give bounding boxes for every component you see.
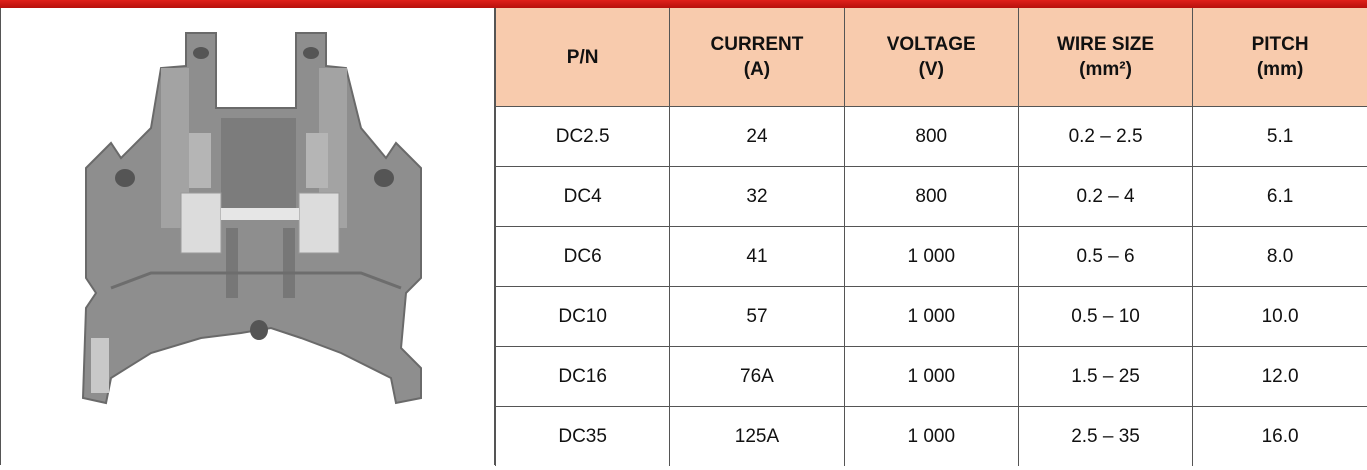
table-cell: DC16 bbox=[496, 347, 670, 407]
table-cell: DC35 bbox=[496, 407, 670, 467]
table-cell: 32 bbox=[670, 167, 844, 227]
header-line: (A) bbox=[670, 57, 843, 82]
table-cell: 1 000 bbox=[844, 287, 1018, 347]
header-line: CURRENT bbox=[670, 32, 843, 57]
table-cell: 76A bbox=[670, 347, 844, 407]
image-cell bbox=[0, 8, 495, 465]
table-cell: 800 bbox=[844, 167, 1018, 227]
table-cell: 10.0 bbox=[1193, 287, 1367, 347]
header-line: PITCH bbox=[1193, 32, 1367, 57]
header-cell: WIRE SIZE(mm²) bbox=[1018, 8, 1192, 107]
table-cell: 2.5 – 35 bbox=[1018, 407, 1192, 467]
table-cell: 16.0 bbox=[1193, 407, 1367, 467]
table-cell: DC2.5 bbox=[496, 107, 670, 167]
terminal-block-image bbox=[1, 8, 494, 465]
header-cell: PITCH(mm) bbox=[1193, 8, 1367, 107]
table-cell: 1 000 bbox=[844, 407, 1018, 467]
header-line: (mm²) bbox=[1019, 57, 1192, 82]
header-line: VOLTAGE bbox=[845, 32, 1018, 57]
table-cell: 0.5 – 10 bbox=[1018, 287, 1192, 347]
header-cell: CURRENT(A) bbox=[670, 8, 844, 107]
header-line: (mm) bbox=[1193, 57, 1367, 82]
table-cell: 24 bbox=[670, 107, 844, 167]
page: Terminal blocks {"table":{"header":[["P/… bbox=[0, 0, 1367, 465]
terminal-block bbox=[83, 33, 421, 403]
table-cell: 41 bbox=[670, 227, 844, 287]
header-line: (V) bbox=[845, 57, 1018, 82]
header-cell: VOLTAGE(V) bbox=[844, 8, 1018, 107]
table-cell: 1 000 bbox=[844, 347, 1018, 407]
top-bar bbox=[0, 0, 1367, 8]
table-cell: 800 bbox=[844, 107, 1018, 167]
header-cell: P/N bbox=[496, 8, 670, 107]
table-cell: 1 000 bbox=[844, 227, 1018, 287]
table-cell: DC6 bbox=[496, 227, 670, 287]
body: P/NCURRENT(A)VOLTAGE(V)WIRE SIZE(mm²)PIT… bbox=[0, 0, 1367, 465]
table-cell: 5.1 bbox=[1193, 107, 1367, 167]
table-cell: 12.0 bbox=[1193, 347, 1367, 407]
table-cell: 0.5 – 6 bbox=[1018, 227, 1192, 287]
table-cell: 57 bbox=[670, 287, 844, 347]
table-cell: 125A bbox=[670, 407, 844, 467]
table-cell: 0.2 – 4 bbox=[1018, 167, 1192, 227]
table-cell: DC4 bbox=[496, 167, 670, 227]
header-line: P/N bbox=[496, 45, 669, 70]
table-cell: 6.1 bbox=[1193, 167, 1367, 227]
table-cell: DC10 bbox=[496, 287, 670, 347]
table-cell: 1.5 – 25 bbox=[1018, 347, 1192, 407]
table-cell: 8.0 bbox=[1193, 227, 1367, 287]
header-line: WIRE SIZE bbox=[1019, 32, 1192, 57]
table-cell: 0.2 – 2.5 bbox=[1018, 107, 1192, 167]
